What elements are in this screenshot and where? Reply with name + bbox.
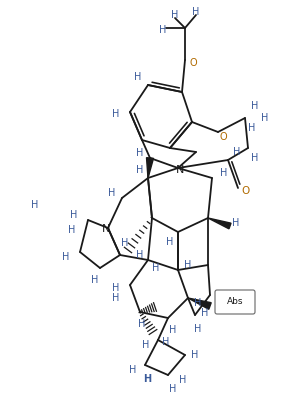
Text: H: H	[162, 337, 170, 347]
Text: H: H	[232, 218, 240, 228]
FancyBboxPatch shape	[215, 290, 255, 314]
Text: H: H	[171, 10, 179, 20]
Polygon shape	[146, 158, 153, 178]
Text: H: H	[159, 25, 167, 35]
Text: H: H	[169, 384, 177, 394]
Text: H: H	[112, 293, 120, 303]
Text: H: H	[112, 283, 120, 293]
Text: H: H	[192, 7, 200, 17]
Text: H: H	[134, 72, 142, 82]
Text: H: H	[121, 238, 129, 248]
Text: H: H	[112, 109, 120, 119]
Text: H: H	[248, 123, 256, 133]
Text: H: H	[251, 101, 259, 111]
Text: H: H	[251, 153, 259, 163]
Text: H: H	[194, 298, 202, 308]
Text: H: H	[169, 325, 177, 335]
Text: H: H	[68, 225, 76, 235]
Text: H: H	[214, 295, 222, 305]
Text: H: H	[261, 113, 269, 123]
Polygon shape	[188, 298, 211, 309]
Text: N: N	[176, 165, 184, 175]
Text: H: H	[31, 200, 39, 210]
Text: H: H	[136, 165, 144, 175]
Text: H: H	[194, 324, 202, 334]
Text: H: H	[70, 210, 78, 220]
Text: H: H	[129, 365, 137, 375]
Text: H: H	[201, 308, 209, 318]
Text: O: O	[219, 132, 227, 142]
Text: H: H	[108, 188, 116, 198]
Text: H: H	[179, 375, 187, 385]
Text: H: H	[143, 374, 151, 384]
Text: N: N	[102, 224, 110, 234]
Text: H: H	[142, 340, 150, 350]
Text: H: H	[220, 168, 228, 178]
Text: H: H	[138, 319, 146, 329]
Text: H: H	[233, 147, 241, 157]
Text: H: H	[152, 263, 160, 273]
Text: H: H	[136, 148, 144, 158]
Text: O: O	[189, 58, 197, 68]
Text: H: H	[166, 237, 174, 247]
Text: Abs: Abs	[227, 298, 243, 306]
Polygon shape	[208, 218, 231, 229]
Text: H: H	[62, 252, 70, 262]
Text: H: H	[191, 350, 199, 360]
Text: H: H	[91, 275, 99, 285]
Text: H: H	[136, 250, 144, 260]
Text: O: O	[242, 186, 250, 196]
Text: H: H	[184, 260, 192, 270]
